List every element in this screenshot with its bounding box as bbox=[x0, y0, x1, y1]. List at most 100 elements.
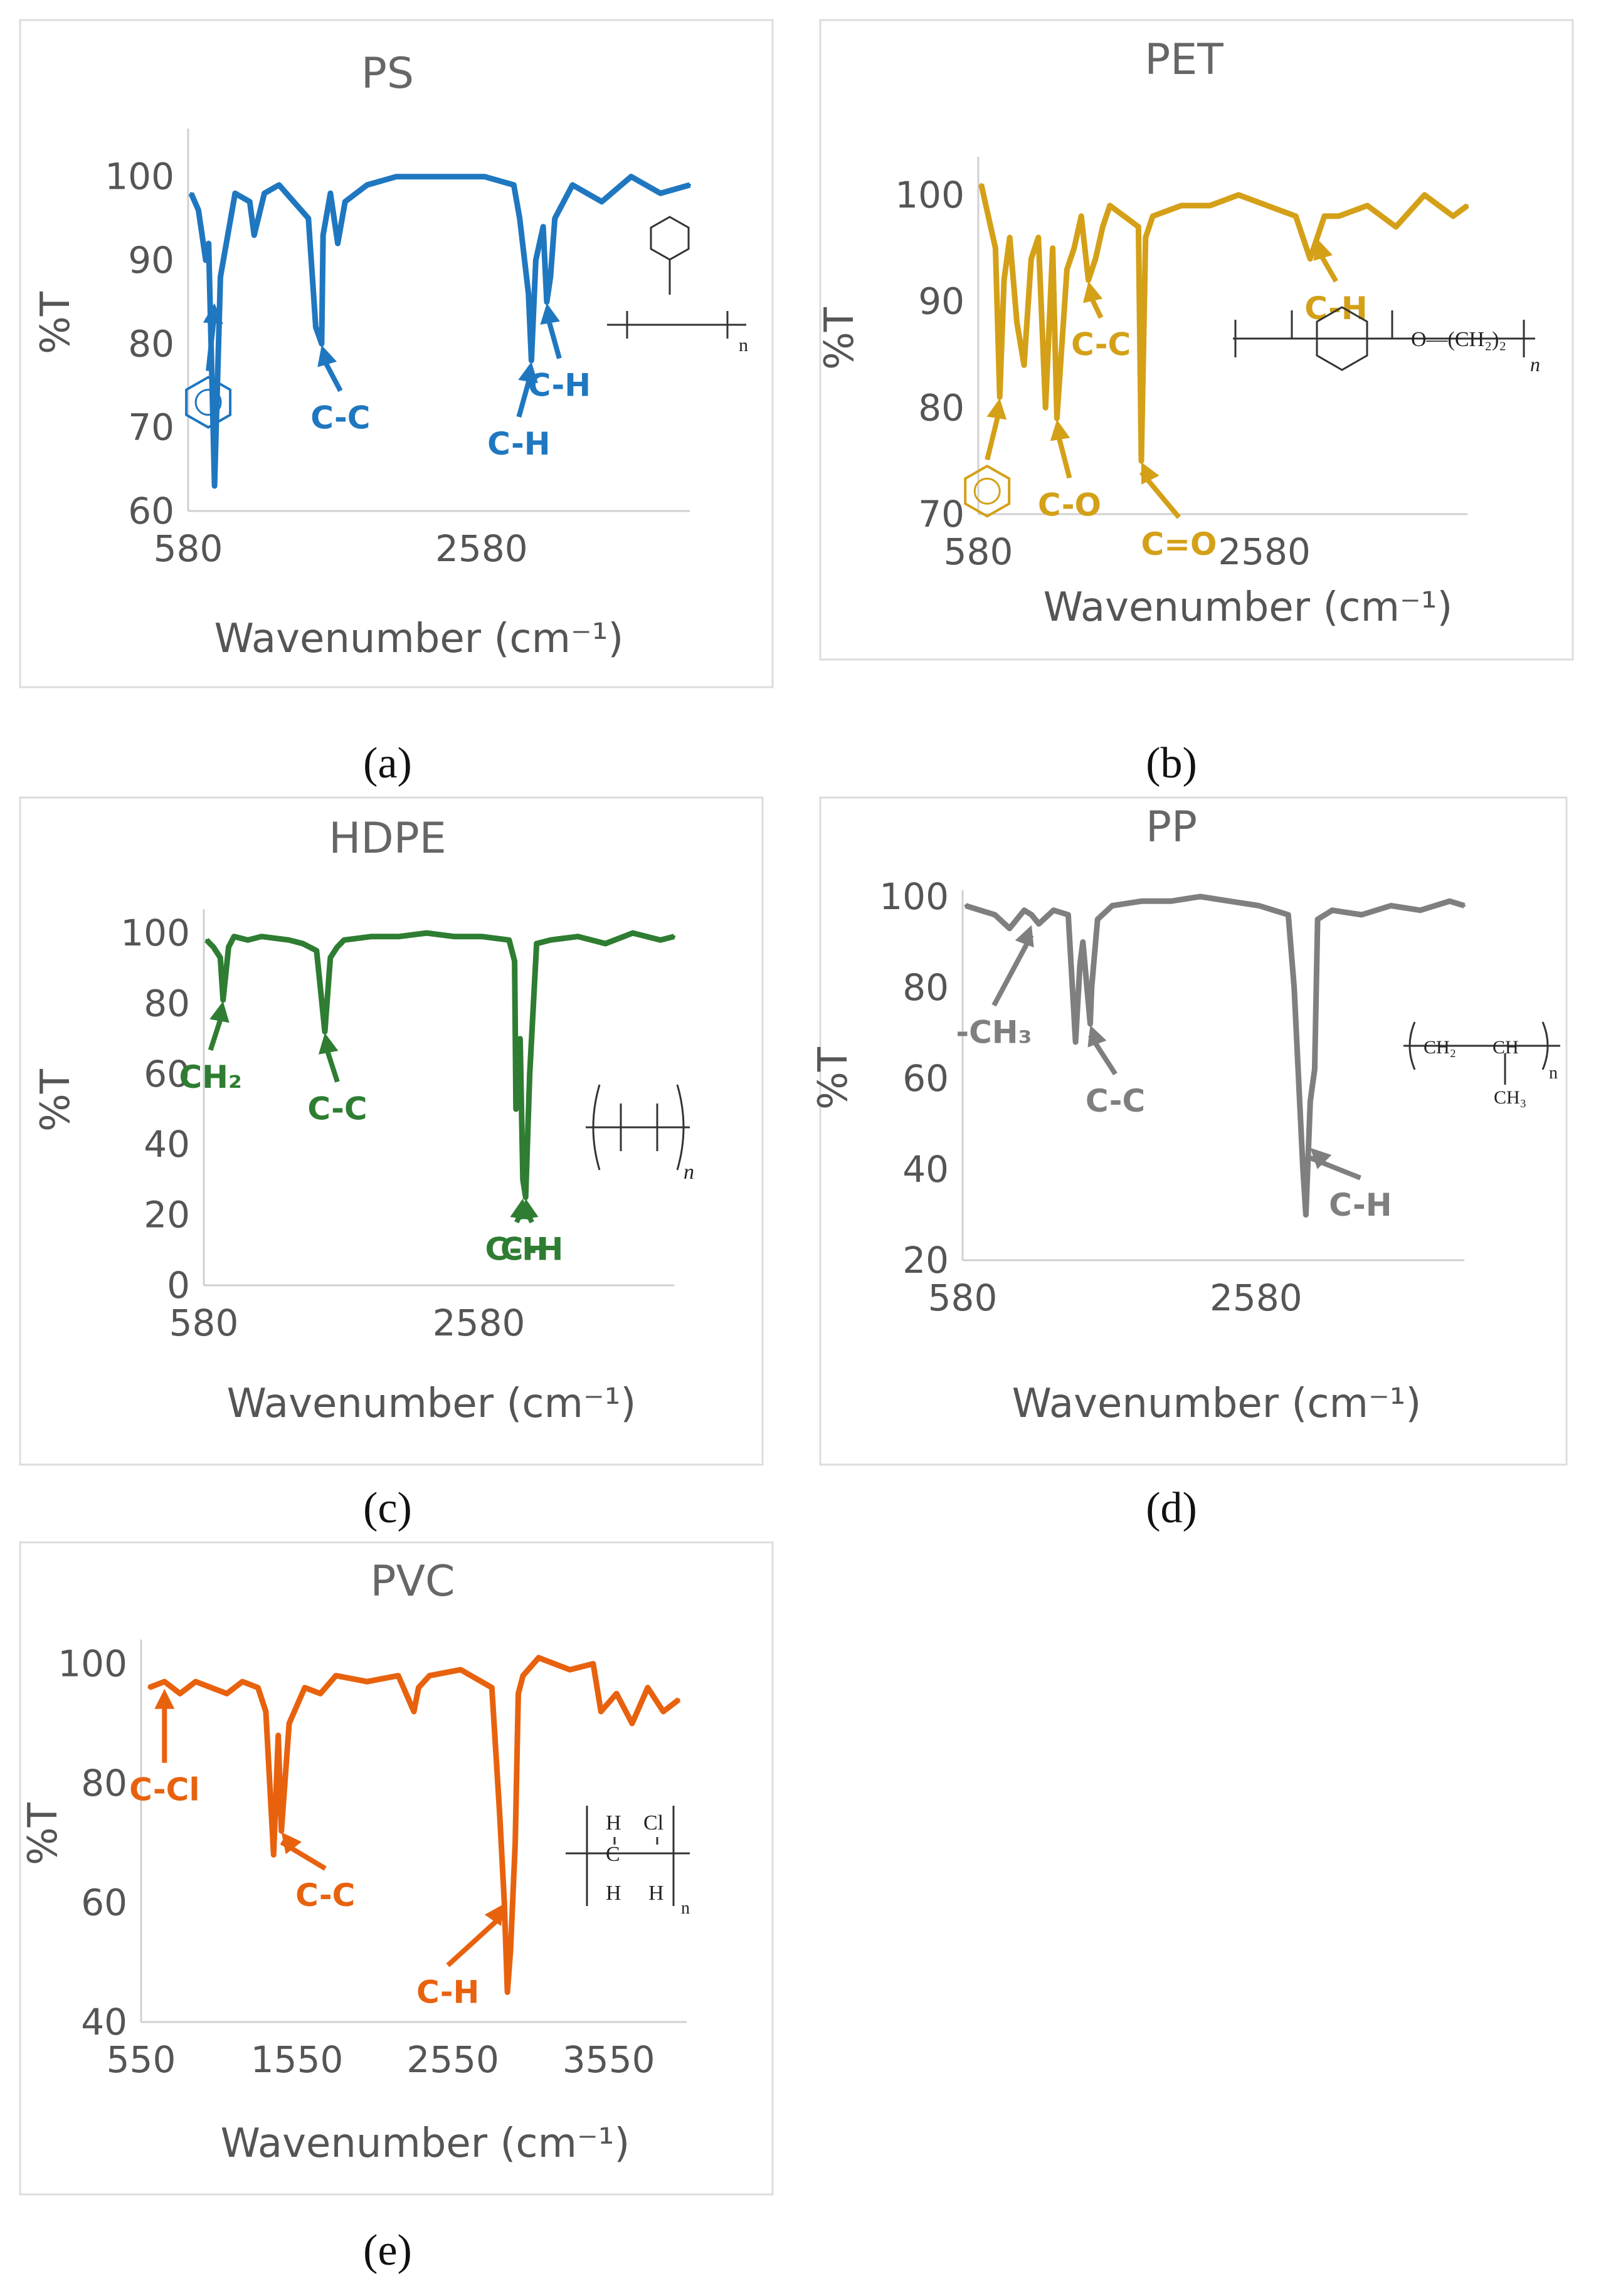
chart-title: PS bbox=[361, 49, 414, 98]
data-point bbox=[979, 908, 982, 912]
data-point bbox=[1394, 225, 1397, 228]
data-point bbox=[1108, 204, 1111, 207]
annotation-label: C-H bbox=[487, 426, 550, 462]
data-point bbox=[591, 1662, 594, 1665]
data-point bbox=[600, 1710, 603, 1713]
annotation-label: C-H bbox=[1304, 290, 1367, 327]
data-point bbox=[395, 175, 398, 178]
data-point bbox=[336, 242, 339, 245]
data-point bbox=[366, 1680, 369, 1683]
data-point bbox=[1023, 908, 1026, 912]
data-point bbox=[1137, 225, 1140, 228]
y-tick-label: 100 bbox=[105, 155, 174, 198]
pvc-structure-sub: n bbox=[681, 1898, 690, 1918]
data-point bbox=[219, 275, 222, 278]
benzene-ring-icon bbox=[964, 465, 1011, 518]
data-point bbox=[1087, 278, 1090, 282]
annotation-arrowhead bbox=[986, 398, 1007, 420]
data-point bbox=[336, 945, 339, 949]
annotation-arrowhead bbox=[1082, 281, 1103, 303]
annotation-label: C-Cl bbox=[129, 1772, 199, 1808]
data-point bbox=[424, 175, 427, 178]
data-point bbox=[980, 182, 983, 186]
data-point bbox=[1074, 1041, 1077, 1043]
data-point bbox=[1170, 900, 1173, 903]
y-tick-label: 100 bbox=[879, 875, 949, 918]
data-point bbox=[428, 1674, 431, 1677]
data-point bbox=[1313, 1068, 1316, 1071]
chart-pet: PET 70 80 90 100 580 2580 %T Wavenumber (cm⁻¹) C-… bbox=[816, 35, 1469, 631]
data-point bbox=[1452, 214, 1455, 218]
chart-pvc: PVC 40 60 80 100 550 1550 2550 3550 %T Wavenumber … bbox=[20, 1557, 687, 2167]
data-point bbox=[1448, 900, 1451, 903]
chart-title: HDPE bbox=[329, 814, 446, 863]
annotation-label: C-C bbox=[310, 399, 370, 436]
hdpe-structure bbox=[586, 1084, 690, 1171]
data-point bbox=[1151, 214, 1155, 218]
data-point bbox=[1466, 204, 1469, 207]
data-point bbox=[514, 1841, 517, 1845]
data-point bbox=[227, 945, 230, 949]
data-point bbox=[528, 1072, 531, 1075]
x-axis-label: Wavenumber (cm⁻¹) bbox=[1044, 584, 1453, 631]
annotation-label: C-O bbox=[1038, 487, 1101, 523]
data-point bbox=[1111, 904, 1114, 907]
data-point bbox=[194, 1680, 197, 1683]
data-point bbox=[1051, 246, 1054, 250]
data-point bbox=[1180, 204, 1183, 207]
benzene-ring-icon-inner bbox=[973, 477, 1001, 505]
data-point bbox=[397, 1674, 400, 1677]
data-point bbox=[535, 942, 538, 945]
y-tick-label: 20 bbox=[902, 1239, 949, 1282]
data-point bbox=[329, 192, 332, 195]
data-point bbox=[319, 1692, 322, 1695]
data-point bbox=[1257, 904, 1260, 907]
data-point bbox=[1423, 193, 1426, 196]
annotation-label: C-C bbox=[1071, 327, 1131, 363]
x-tick-label: 2550 bbox=[406, 2038, 499, 2081]
data-point bbox=[253, 234, 256, 236]
data-point bbox=[673, 935, 675, 938]
pp-structure-ch: CH bbox=[1493, 1037, 1519, 1058]
y-tick-label: 40 bbox=[81, 2001, 127, 2043]
data-point bbox=[1055, 417, 1059, 420]
annotation-arrowhead bbox=[317, 345, 337, 367]
data-point bbox=[1037, 236, 1040, 239]
data-point bbox=[521, 1178, 524, 1181]
data-point bbox=[1140, 460, 1143, 463]
x-axis-label: Wavenumber (cm⁻¹) bbox=[1012, 1381, 1422, 1427]
y-tick-label: 80 bbox=[918, 386, 964, 429]
data-point bbox=[677, 1698, 680, 1701]
data-point bbox=[631, 1722, 633, 1725]
annotation-arrowhead bbox=[209, 1001, 230, 1023]
pet-structure-group: O—(CH₂)₂ bbox=[1411, 328, 1506, 351]
annotation-label: C=O bbox=[1141, 526, 1217, 562]
panel-d-frame bbox=[819, 796, 1568, 1466]
data-point bbox=[197, 209, 200, 211]
data-point bbox=[1030, 257, 1033, 260]
chart-title: PVC bbox=[370, 1557, 455, 1606]
data-point bbox=[1198, 895, 1202, 898]
data-point bbox=[221, 998, 225, 1001]
series-line-ps bbox=[188, 174, 691, 489]
hdpe-structure-sub: n bbox=[684, 1161, 694, 1184]
data-point bbox=[1072, 246, 1075, 250]
data-point bbox=[205, 939, 208, 942]
data-point bbox=[225, 1692, 228, 1695]
data-point bbox=[179, 1692, 182, 1695]
data-point bbox=[1052, 908, 1055, 912]
data-point bbox=[322, 234, 325, 236]
data-point bbox=[287, 939, 290, 942]
data-point bbox=[213, 485, 216, 487]
data-point bbox=[513, 960, 516, 963]
data-point bbox=[1090, 986, 1093, 989]
data-point bbox=[212, 945, 215, 949]
data-point bbox=[576, 935, 579, 938]
y-tick-label: 80 bbox=[144, 982, 190, 1024]
data-point bbox=[342, 939, 346, 942]
y-axis-label: %T bbox=[33, 1068, 79, 1132]
pvc-structure-h-bottom-2: H bbox=[648, 1882, 664, 1905]
annotation-arrow bbox=[446, 1912, 506, 1967]
data-point bbox=[517, 1692, 520, 1695]
